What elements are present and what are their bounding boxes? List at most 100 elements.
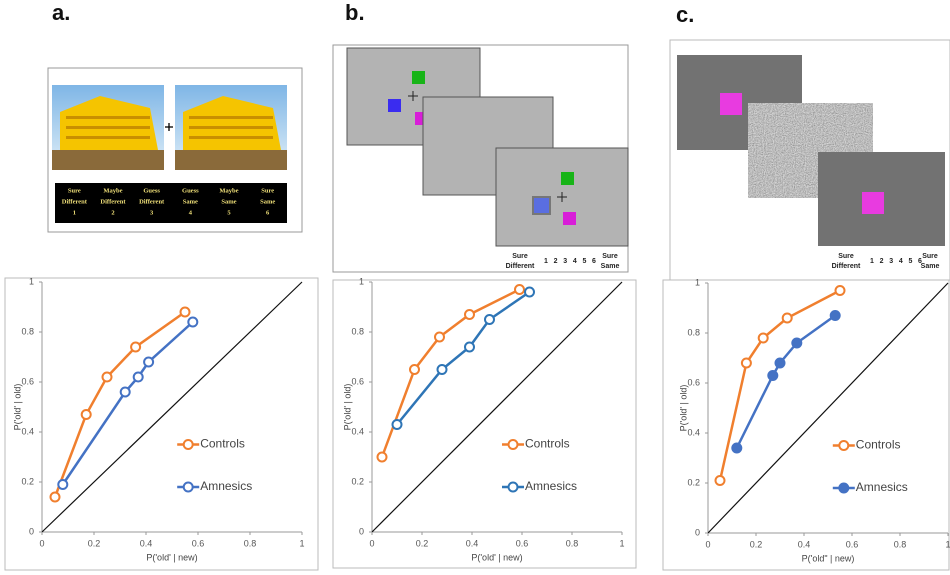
x-tick-label: 0.8 bbox=[894, 539, 907, 549]
data-point bbox=[465, 310, 474, 319]
square bbox=[720, 93, 742, 115]
data-point bbox=[82, 410, 91, 419]
data-point bbox=[58, 480, 67, 489]
legend-marker bbox=[184, 440, 193, 449]
scale-end-label: Sure bbox=[512, 253, 528, 260]
data-point bbox=[103, 373, 112, 382]
scale-label: Same bbox=[260, 198, 275, 205]
data-point bbox=[759, 334, 768, 343]
legend-marker bbox=[839, 441, 848, 450]
scale-number: 2 bbox=[880, 258, 884, 265]
data-point bbox=[378, 453, 387, 462]
square bbox=[862, 192, 884, 214]
x-tick-label: 0.2 bbox=[750, 539, 763, 549]
data-point bbox=[51, 493, 60, 502]
y-tick-label: 0 bbox=[29, 526, 34, 536]
square bbox=[388, 99, 401, 112]
data-point bbox=[742, 359, 751, 368]
scale-number: 5 bbox=[582, 258, 586, 265]
y-tick-label: 0.2 bbox=[21, 476, 34, 486]
scale-label: Different bbox=[62, 198, 88, 205]
chart-frame bbox=[663, 280, 949, 570]
y-axis-label: P('old' | old) bbox=[342, 384, 352, 431]
scale-end-label: Sure bbox=[838, 253, 854, 260]
data-point bbox=[515, 285, 524, 294]
figure: a. b. c. bbox=[0, 0, 950, 575]
scale-end-label: Sure bbox=[922, 253, 938, 260]
legend-label: Amnesics bbox=[856, 480, 908, 494]
legend-label: Controls bbox=[200, 437, 245, 451]
scale-label: Different bbox=[139, 198, 165, 205]
data-point bbox=[768, 371, 777, 380]
x-tick-label: 0.6 bbox=[516, 538, 529, 548]
data-point bbox=[836, 286, 845, 295]
square bbox=[412, 71, 425, 84]
data-point bbox=[465, 343, 474, 352]
data-point bbox=[188, 318, 197, 327]
y-tick-label: 0.8 bbox=[21, 326, 34, 336]
legend-label: Controls bbox=[525, 437, 570, 451]
scale-number: 4 bbox=[899, 258, 903, 265]
data-point bbox=[134, 373, 143, 382]
square bbox=[533, 197, 550, 214]
square bbox=[563, 212, 576, 225]
data-point bbox=[410, 365, 419, 374]
scale-end-label: Same bbox=[921, 263, 940, 270]
legend-label: Amnesics bbox=[525, 479, 577, 493]
scale-end-label: Sure bbox=[602, 253, 618, 260]
scale-label: Sure bbox=[261, 187, 274, 194]
data-point bbox=[485, 315, 494, 324]
legend-marker bbox=[184, 483, 193, 492]
x-tick-label: 0.4 bbox=[798, 539, 811, 549]
x-tick-label: 1 bbox=[945, 539, 950, 549]
scale-number: 1 bbox=[544, 258, 548, 265]
data-point bbox=[792, 339, 801, 348]
y-tick-label: 0.6 bbox=[21, 376, 34, 386]
x-tick-label: 0.4 bbox=[140, 538, 153, 548]
data-point bbox=[131, 343, 140, 352]
x-axis-label: P('old' | new) bbox=[146, 552, 197, 562]
data-point bbox=[144, 358, 153, 367]
y-tick-label: 0.4 bbox=[351, 426, 364, 436]
y-tick-label: 1 bbox=[359, 276, 364, 286]
x-tick-label: 0 bbox=[369, 538, 374, 548]
y-tick-label: 0.4 bbox=[21, 426, 34, 436]
data-point bbox=[525, 288, 534, 297]
stimulus-a bbox=[48, 68, 302, 232]
y-tick-label: 0.2 bbox=[687, 477, 700, 487]
scale-number: 6 bbox=[592, 258, 596, 265]
x-tick-label: 0.4 bbox=[466, 538, 479, 548]
x-tick-label: 0.2 bbox=[88, 538, 101, 548]
data-point bbox=[716, 476, 725, 485]
scale-box bbox=[55, 183, 287, 223]
scale-label: Same bbox=[183, 198, 198, 205]
data-point bbox=[393, 420, 402, 429]
panel-label: a. bbox=[52, 0, 70, 25]
data-point bbox=[776, 359, 785, 368]
scale-number: 3 bbox=[563, 258, 567, 265]
scale-end-label: Different bbox=[832, 263, 861, 270]
data-point bbox=[783, 314, 792, 323]
scale-label: Sure bbox=[68, 187, 81, 194]
panel-label: b. bbox=[345, 0, 365, 25]
data-point bbox=[121, 388, 130, 397]
y-tick-label: 0 bbox=[695, 527, 700, 537]
scale-end-label: Same bbox=[601, 263, 620, 270]
stimulus-c bbox=[670, 40, 950, 280]
photo bbox=[175, 85, 287, 170]
data-point bbox=[181, 308, 190, 317]
x-tick-label: 0 bbox=[705, 539, 710, 549]
scale-label: 1 bbox=[73, 209, 76, 216]
legend-marker bbox=[509, 440, 518, 449]
scale-end-label: Different bbox=[506, 263, 535, 270]
y-tick-label: 0.8 bbox=[351, 326, 364, 336]
legend-marker bbox=[509, 483, 518, 492]
data-point bbox=[732, 444, 741, 453]
scale-number: 3 bbox=[889, 258, 893, 265]
y-tick-label: 0.2 bbox=[351, 476, 364, 486]
scale-number: 6 bbox=[918, 258, 922, 265]
scale-number: 5 bbox=[908, 258, 912, 265]
data-point bbox=[831, 311, 840, 320]
